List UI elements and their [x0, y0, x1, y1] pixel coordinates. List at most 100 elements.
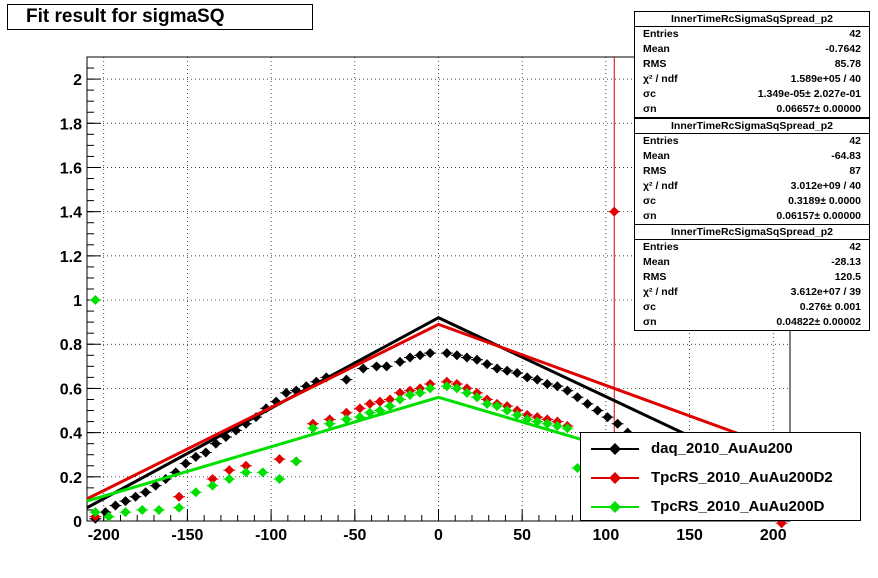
y-tick-label: 0	[73, 514, 82, 531]
data-point	[441, 381, 452, 392]
x-tick-label: 150	[676, 527, 703, 544]
data-point	[291, 456, 302, 467]
stat-box-title: InnerTimeRcSigmaSqSpread_p2	[635, 225, 869, 240]
data-point	[395, 356, 406, 367]
data-point	[522, 414, 533, 425]
data-point	[90, 507, 101, 518]
data-point	[502, 405, 513, 416]
y-tick-label: 1.6	[60, 160, 82, 177]
data-point	[364, 398, 375, 409]
data-point	[341, 374, 352, 385]
data-point	[384, 401, 395, 412]
data-point	[461, 352, 472, 363]
stat-row-sigma-n: σn 0.06657± 0.00000	[643, 103, 861, 115]
stat-row-mean: Mean -0.7642	[643, 43, 861, 55]
data-point	[522, 372, 533, 383]
data-point	[502, 365, 513, 376]
data-point	[120, 507, 131, 518]
stat-row-chi2: χ² / ndf 3.612e+07 / 39	[643, 286, 861, 298]
data-point	[492, 401, 503, 412]
data-point	[582, 398, 593, 409]
fit-line	[86, 316, 791, 510]
data-point	[395, 394, 406, 405]
data-point	[542, 418, 553, 429]
data-point	[552, 381, 563, 392]
y-tick-label: 2	[73, 72, 82, 89]
data-point	[441, 348, 452, 359]
y-tick-label: 0.6	[60, 381, 82, 398]
data-point	[572, 392, 583, 403]
legend-label: TpcRS_2010_AuAu200D	[651, 498, 825, 515]
chart-title: Fit result for sigmaSQ	[7, 4, 313, 30]
data-point	[241, 460, 252, 471]
data-point	[190, 487, 201, 498]
data-point	[257, 467, 268, 478]
y-tick-label: 0.4	[60, 426, 82, 443]
data-point	[532, 374, 543, 385]
data-point	[190, 451, 201, 462]
data-point	[241, 467, 252, 478]
data-point	[90, 295, 101, 306]
x-tick-label: -100	[255, 527, 287, 544]
stat-row-mean: Mean -28.13	[643, 256, 861, 268]
data-point	[405, 352, 416, 363]
stat-row-sigma-c: σc 1.349e-05± 2.027e-01	[643, 88, 861, 100]
data-point	[364, 407, 375, 418]
data-point	[512, 367, 523, 378]
x-tick-label: 200	[760, 527, 787, 544]
data-point	[140, 487, 151, 498]
data-point	[153, 504, 164, 515]
data-point	[341, 407, 352, 418]
legend: daq_2010_AuAu200 TpcRS_2010_AuAu200D2 Tp…	[580, 432, 861, 521]
data-point	[354, 403, 365, 414]
data-point	[374, 405, 385, 416]
data-point	[274, 454, 285, 465]
stat-row-entries: Entries 42	[643, 28, 861, 40]
data-point	[174, 491, 185, 502]
data-point	[542, 379, 553, 390]
x-tick-label: -200	[88, 527, 120, 544]
data-point	[562, 385, 573, 396]
stat-row-rms: RMS 87	[643, 165, 861, 177]
stat-row-sigma-n: σn 0.06157± 0.00000	[643, 210, 861, 222]
data-point	[281, 387, 292, 398]
x-tick-label: 50	[513, 527, 531, 544]
y-tick-label: 1.4	[60, 205, 82, 222]
data-point	[461, 387, 472, 398]
legend-label: daq_2010_AuAu200	[651, 440, 793, 457]
x-tick-label: -50	[343, 527, 366, 544]
data-point	[130, 491, 141, 502]
y-tick-label: 1.8	[60, 116, 82, 133]
data-point	[395, 387, 406, 398]
data-point	[512, 409, 523, 420]
stat-row-entries: Entries 42	[643, 135, 861, 147]
stat-box-rs-d: InnerTimeRcSigmaSqSpread_p2 Entries 42 Me…	[634, 224, 870, 331]
stat-row-rms: RMS 85.78	[643, 58, 861, 70]
data-point	[492, 363, 503, 374]
data-point	[274, 474, 285, 485]
data-point	[592, 405, 603, 416]
data-point	[425, 348, 436, 359]
x-tick-label: -150	[171, 527, 203, 544]
data-point	[120, 496, 131, 507]
stat-row-sigma-n: σn 0.04822± 0.00002	[643, 316, 861, 328]
data-point	[602, 412, 613, 423]
data-point	[180, 458, 191, 469]
data-point	[354, 412, 365, 423]
data-point	[341, 414, 352, 425]
stat-row-sigma-c: σc 0.276± 0.001	[643, 301, 861, 313]
stat-box-title: InnerTimeRcSigmaSqSpread_p2	[635, 12, 869, 27]
x-tick-label: 0	[434, 527, 443, 544]
data-point	[103, 511, 114, 522]
data-point	[224, 465, 235, 476]
data-point	[482, 398, 493, 409]
stat-row-sigma-c: σc 0.3189± 0.0000	[643, 195, 861, 207]
data-point	[415, 350, 426, 361]
data-point	[381, 361, 392, 372]
data-point	[374, 396, 385, 407]
y-tick-label: 0.8	[60, 337, 82, 354]
data-point	[307, 423, 318, 434]
y-tick-label: 1	[73, 293, 82, 310]
data-point	[200, 447, 211, 458]
